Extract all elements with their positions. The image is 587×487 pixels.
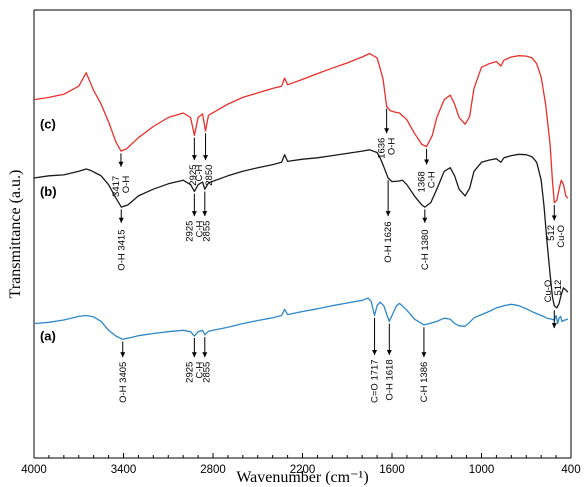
annotation-arrowhead	[118, 217, 124, 223]
annotation-label: 2855	[202, 221, 213, 242]
annotation-arrowhead	[202, 211, 208, 217]
annotation-label: Cu-O	[543, 280, 554, 303]
annotation-label: 3417	[111, 176, 122, 197]
annotation-arrowhead	[551, 323, 557, 329]
annotation-label: 1636	[377, 138, 388, 159]
series-line-a	[33, 297, 569, 340]
annotation-label: C-H	[194, 220, 205, 237]
annotation-arrowhead	[422, 217, 428, 223]
annotation-label: 2855	[202, 362, 213, 383]
annotation-label: O-H	[121, 176, 132, 194]
annotation-label: 512	[553, 280, 564, 296]
annotation-label: O-H 1618	[384, 359, 395, 400]
annotation-label: O-H 3415	[116, 230, 127, 271]
annotation-arrowhead	[120, 352, 126, 358]
x-tick-label: 400	[561, 464, 580, 476]
annotation-label: C-H 1386	[419, 362, 430, 403]
annotation-label: O-H	[387, 138, 398, 156]
annotation-label: 512	[546, 225, 557, 241]
annotation-label: C=O 1717	[370, 359, 381, 403]
annotation-arrowhead	[386, 349, 392, 355]
axes: 4000 3400 2800 2200 1600 1000 400	[21, 9, 581, 476]
annotation-arrowhead	[421, 352, 427, 358]
series-group	[33, 52, 569, 340]
x-tick-label: 2200	[290, 464, 316, 476]
annotation-arrowhead	[191, 352, 197, 358]
annotation-arrowhead	[202, 352, 208, 358]
annotation-label: 2925	[184, 221, 195, 242]
annotation-label: 2850	[204, 165, 215, 186]
annotation-label: C-H 1380	[420, 230, 431, 271]
series-label: (c)	[40, 117, 56, 132]
x-tick-label: 1000	[469, 464, 495, 476]
annotation-arrowhead	[372, 349, 378, 355]
annotation-arrowhead	[424, 159, 430, 165]
annotation-arrowhead	[385, 211, 391, 217]
annotation-arrowhead	[191, 211, 197, 217]
annotation-label: C-H	[427, 171, 438, 188]
y-axis-title: Transmittance (a.u.)	[7, 170, 24, 299]
annotation-arrowhead	[191, 155, 197, 161]
annotation-label: Cu-O	[556, 225, 567, 248]
annotation-label: C-H	[194, 164, 205, 181]
annotation-label: C-H	[194, 362, 205, 379]
series-label-group: (c) (b) (a)	[40, 117, 57, 344]
series-line-c	[33, 52, 569, 204]
x-tick-label: 4000	[21, 464, 47, 476]
annotation-label: O-H 1626	[383, 222, 394, 263]
series-label: (a)	[40, 329, 56, 344]
x-tick-label: 3400	[111, 464, 137, 476]
x-tick-label: 1600	[379, 464, 405, 476]
annotation-arrowhead	[551, 215, 557, 221]
series-line-b	[33, 149, 569, 309]
x-axis-title: Wavenumber (cm⁻¹)	[236, 469, 368, 486]
annotation-arrowhead	[118, 161, 124, 167]
annotation-label: 2925	[188, 165, 199, 186]
annotation-arrowhead	[203, 155, 209, 161]
annotation-label: 1368	[417, 171, 428, 192]
x-tick-label: 2800	[200, 464, 226, 476]
annotation-label: 2925	[184, 362, 195, 383]
annotation-arrowhead	[384, 128, 390, 134]
annotation-label: O-H 3405	[118, 362, 129, 403]
series-label: (b)	[40, 184, 57, 199]
